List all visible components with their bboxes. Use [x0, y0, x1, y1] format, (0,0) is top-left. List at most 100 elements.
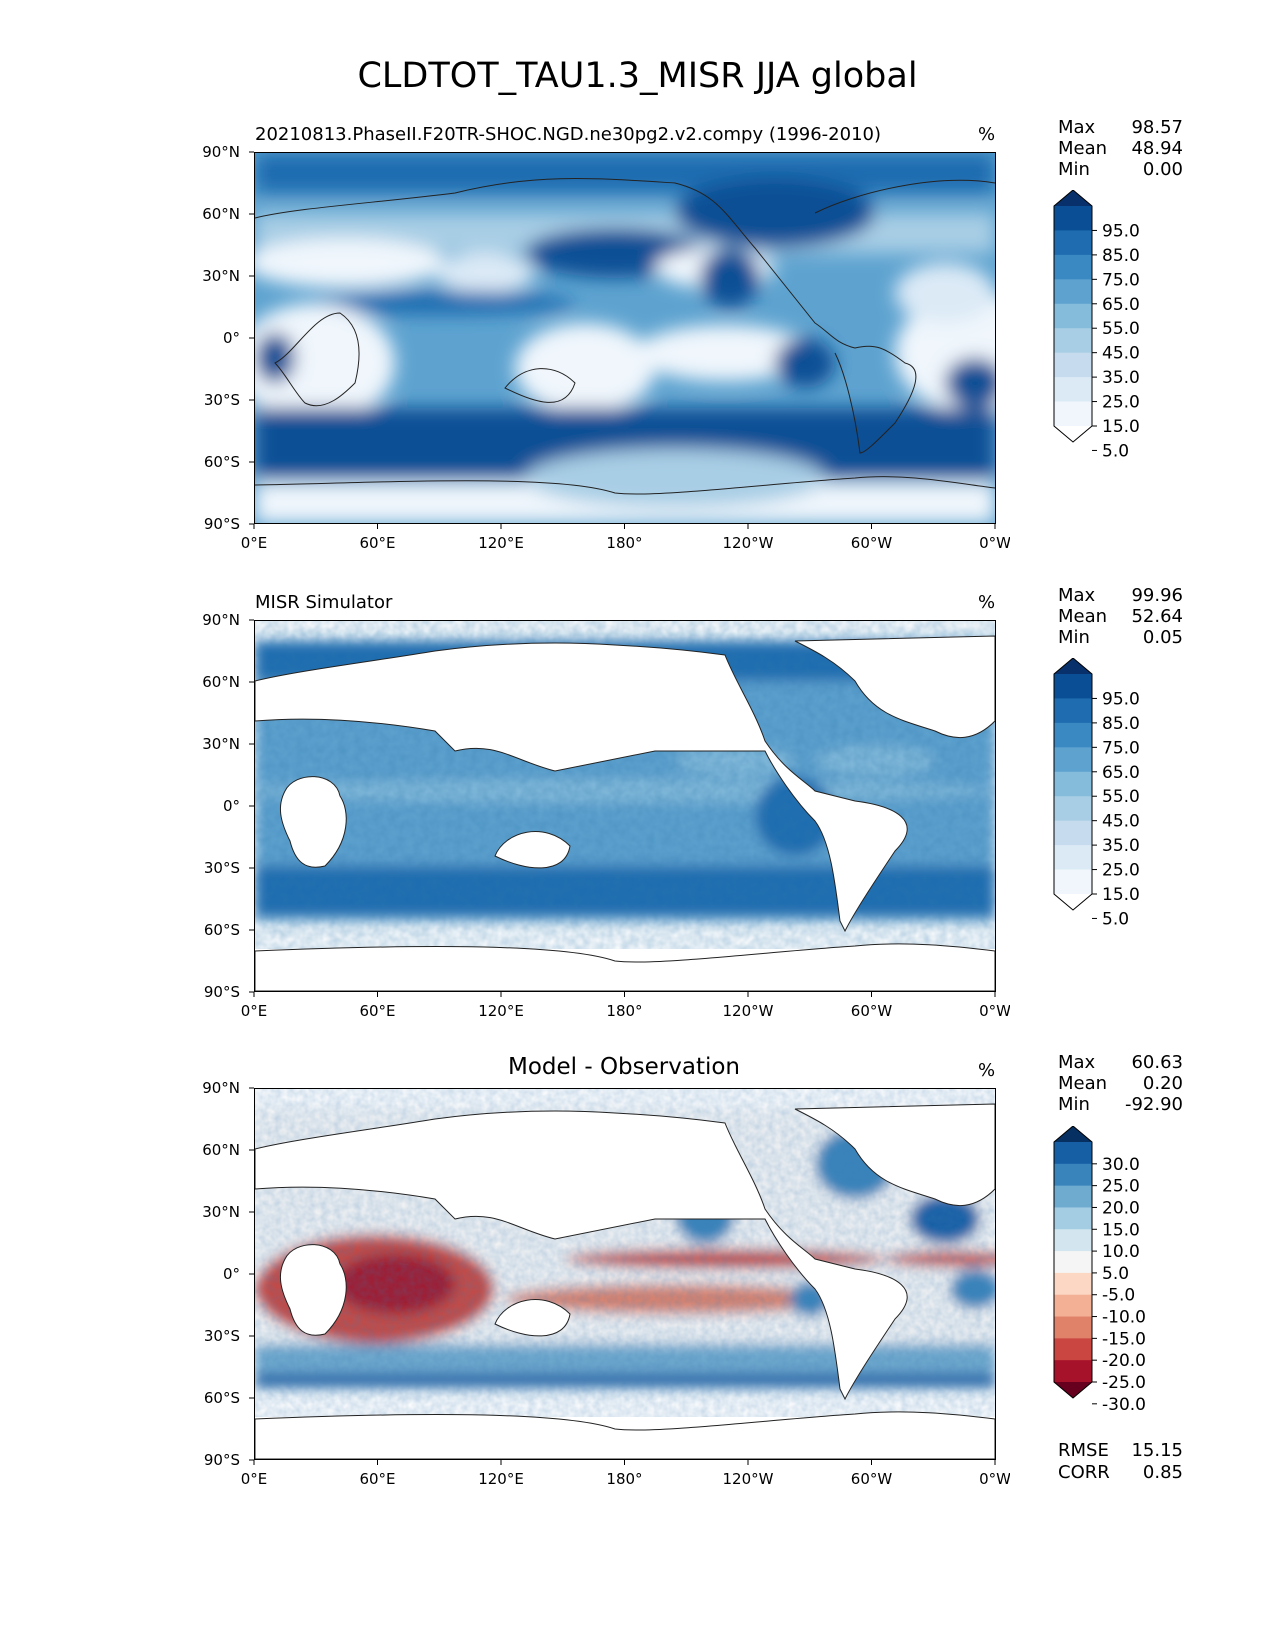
colorbar-tick-label: 75.0 [1102, 738, 1140, 758]
x-tick-label: 0°E [241, 1002, 268, 1020]
x-tick-label: 0°E [241, 534, 268, 552]
colorbar-tick-label: 55.0 [1102, 787, 1140, 807]
y-tick-label: 30°S [204, 1327, 240, 1345]
rmse-label: RMSE [1058, 1440, 1109, 1461]
panel-1-map [254, 152, 996, 524]
panel-3-stat-label-max: Max [1058, 1052, 1096, 1073]
panel-2-stat-label-max: Max [1058, 585, 1096, 606]
x-tick-label: 120°W [723, 1002, 774, 1020]
colorbar-tick-label: 95.0 [1102, 221, 1140, 241]
colorbar-tick-label: 85.0 [1102, 714, 1140, 734]
colorbar-extend-min [1054, 894, 1092, 910]
colorbar-tick-label: 15.0 [1102, 417, 1140, 437]
colorbar-band [1054, 1360, 1092, 1383]
colorbar-tick-label: 15.0 [1102, 885, 1140, 905]
colorbar-band [1054, 1185, 1092, 1208]
panel-1-y-ticks: 90°N 60°N 30°N 0° 30°S 60°S 90°S [202, 143, 240, 533]
colorbar-band [1054, 1229, 1092, 1252]
panel-3-stat-max: 60.63 [1131, 1052, 1183, 1073]
colorbar-tick-label: 15.0 [1102, 1220, 1140, 1240]
panel-2-stat-label-mean: Mean [1058, 606, 1108, 627]
x-tick-label: 0°W [979, 1002, 1010, 1020]
y-tick-label: 30°S [204, 859, 240, 877]
colorbar-tick-label: 65.0 [1102, 295, 1140, 315]
y-tick-label: 60°N [202, 205, 240, 223]
panel-3-stat-label-min: Min [1058, 1094, 1090, 1115]
y-tick-label: 30°N [202, 1203, 240, 1221]
rmse-value: 15.15 [1131, 1440, 1183, 1461]
x-tick-label: 120°E [478, 534, 524, 552]
panel-1-stat-label-max: Max [1058, 117, 1096, 138]
y-tick-label: 0° [223, 1265, 240, 1283]
panel-2-stat-min: 0.05 [1142, 627, 1183, 648]
colorbar-band [1054, 254, 1092, 280]
colorbar-extend-max [1054, 1126, 1092, 1142]
x-tick-label: 60°E [359, 1470, 395, 1488]
panel-3-colorbar: 30.025.020.015.010.05.0-5.0-10.0-15.0-20… [1053, 1126, 1146, 1415]
panel-2-stat-mean: 52.64 [1131, 606, 1183, 627]
y-tick-label: 30°N [202, 267, 240, 285]
x-tick-label: 0°W [979, 534, 1010, 552]
colorbar-band [1054, 1316, 1092, 1339]
colorbar-tick-label: 25.0 [1102, 1177, 1140, 1197]
x-tick-label: 120°W [723, 1470, 774, 1488]
x-tick-label: 60°W [851, 1002, 893, 1020]
panel-2-x-ticks: 0°E 60°E 120°E 180° 120°W 60°W 0°W [241, 1002, 1010, 1020]
panel-2-stat-max: 99.96 [1131, 585, 1183, 606]
panel-2-map [254, 620, 996, 992]
colorbar-tick-label: 95.0 [1102, 689, 1140, 709]
y-tick-label: 90°N [202, 1079, 240, 1097]
panel-1-stat-label-min: Min [1058, 159, 1090, 180]
x-tick-label: 0°W [979, 1470, 1010, 1488]
panel-1-stat-mean: 48.94 [1131, 138, 1183, 159]
colorbar-band [1054, 1163, 1092, 1187]
panel-3-stat-min: -92.90 [1124, 1094, 1183, 1115]
x-tick-label: 180° [606, 1002, 642, 1020]
colorbar-tick-label: 45.0 [1102, 812, 1140, 832]
panel-1-coastlines [255, 178, 995, 495]
panel-3-land [255, 1103, 995, 1459]
panel-1-x-ticks: 0°E 60°E 120°E 180° 120°W 60°W 0°W [241, 534, 1010, 552]
colorbar-band [1054, 1207, 1092, 1230]
colorbar-tick-label: 25.0 [1102, 393, 1140, 413]
panel-2-y-ticks: 90°N 60°N 30°N 0° 30°S 60°S 90°S [202, 611, 240, 1001]
y-tick-label: 60°S [204, 921, 240, 939]
colorbar-tick-label: -30.0 [1102, 1395, 1146, 1415]
y-tick-label: 60°N [202, 673, 240, 691]
colorbar-band [1054, 698, 1092, 724]
panel-1-title: 20210813.PhaseII.F20TR-SHOC.NGD.ne30pg2.… [255, 124, 882, 145]
colorbar-band [1054, 1272, 1092, 1296]
panel-3-stat-mean: 0.20 [1142, 1073, 1183, 1094]
y-tick-label: 30°N [202, 735, 240, 753]
panel-3-axes: 90°N 60°N 30°N 0° 30°S 60°S 90°S 0°E 60°… [202, 1079, 1010, 1488]
y-tick-label: 60°S [204, 1389, 240, 1407]
y-tick-label: 90°S [204, 1451, 240, 1469]
colorbar-band [1054, 377, 1092, 403]
panel-3-x-ticks: 0°E 60°E 120°E 180° 120°W 60°W 0°W [241, 1470, 1010, 1488]
colorbar-tick-label: 5.0 [1102, 909, 1129, 929]
panel-3-y-ticks: 90°N 60°N 30°N 0° 30°S 60°S 90°S [202, 1079, 240, 1469]
colorbar-band [1054, 352, 1092, 378]
figure-title: CLDTOT_TAU1.3_MISR JJA global [357, 56, 918, 96]
panel-2-colorbar: 95.0 85.0 75.0 65.0 55.0 45.0 35.0 25.0 15.0 5.0 [1053, 658, 1140, 929]
y-tick-label: 90°N [202, 143, 240, 161]
panel-2-units: % [978, 592, 996, 613]
panel-3-map [254, 1088, 996, 1460]
panel-1-axes: 90°N 60°N 30°N 0° 30°S 60°S 90°S 0°E 60°… [202, 143, 1010, 552]
panel-3-units: % [978, 1060, 996, 1081]
colorbar-tick-label: 35.0 [1102, 836, 1140, 856]
panel-1-colorbar: 95.0 85.0 75.0 65.0 55.0 45.0 35.0 25.0 15.0 5.0 [1053, 190, 1140, 461]
colorbar-band [1054, 674, 1092, 699]
colorbar-tick-label: 5.0 [1102, 441, 1129, 461]
x-tick-label: 60°W [851, 534, 893, 552]
panel-3-map-field [255, 1089, 995, 1459]
panel-1-units: % [978, 124, 996, 145]
colorbar-band [1054, 845, 1092, 871]
colorbar-extend-min [1054, 426, 1092, 442]
panel-1-stat-max: 98.57 [1131, 117, 1183, 138]
colorbar-band [1054, 1294, 1092, 1318]
x-tick-label: 60°E [359, 1002, 395, 1020]
colorbar-band [1054, 328, 1092, 354]
x-tick-label: 0°E [241, 1470, 268, 1488]
colorbar-tick-label: -10.0 [1102, 1308, 1146, 1328]
